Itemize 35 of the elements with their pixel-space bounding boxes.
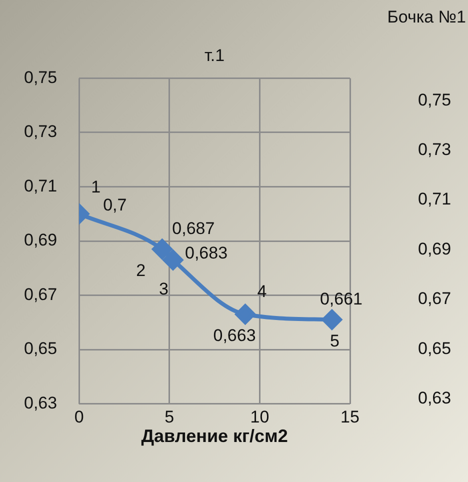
annotation: 1 xyxy=(91,178,101,197)
point xyxy=(235,304,256,324)
y-tick-label: 0,75 xyxy=(24,68,58,87)
data-label: 0,687 xyxy=(172,218,215,238)
y-tick-label: 0,71 xyxy=(24,176,58,196)
x-axis-title: Давление кг/см2 xyxy=(141,426,288,446)
chart-title: т.1 xyxy=(204,46,225,65)
x-tick-label: 0 xyxy=(74,408,84,427)
annotation: 4 xyxy=(257,282,267,301)
annotation: 2 xyxy=(136,260,146,280)
y2-tick-label: 0,71 xyxy=(418,190,452,209)
point xyxy=(163,250,184,270)
y2-tick-label: 0,75 xyxy=(418,90,452,110)
y2-tick-label: 0,69 xyxy=(418,239,452,258)
y2-tick-label: 0,63 xyxy=(418,388,452,408)
data-label: 0,663 xyxy=(213,326,256,345)
y-tick-label: 0,73 xyxy=(24,122,58,142)
text: Бочка №1 xyxy=(387,8,466,27)
annotation: 5 xyxy=(330,331,340,350)
x-tick-label: 15 xyxy=(340,408,360,427)
y-tick-label: 0,67 xyxy=(24,284,58,304)
y2-tick-label: 0,73 xyxy=(418,140,452,159)
annotation: 3 xyxy=(159,280,168,299)
point xyxy=(322,310,342,330)
x-tick-label: 5 xyxy=(164,408,174,427)
y2-tick-label: 0,65 xyxy=(418,338,452,358)
y-tick-label: 0,69 xyxy=(24,230,58,250)
y-tick-label: 0,63 xyxy=(24,393,58,412)
data-label: 0,661 xyxy=(320,289,362,308)
data-label: 0,683 xyxy=(185,244,228,263)
y-tick-label: 0,65 xyxy=(24,339,58,358)
x-tick-label: 10 xyxy=(250,408,270,427)
point xyxy=(152,239,172,260)
data-label: 0,7 xyxy=(103,196,127,215)
y2-tick-label: 0,67 xyxy=(418,289,452,308)
